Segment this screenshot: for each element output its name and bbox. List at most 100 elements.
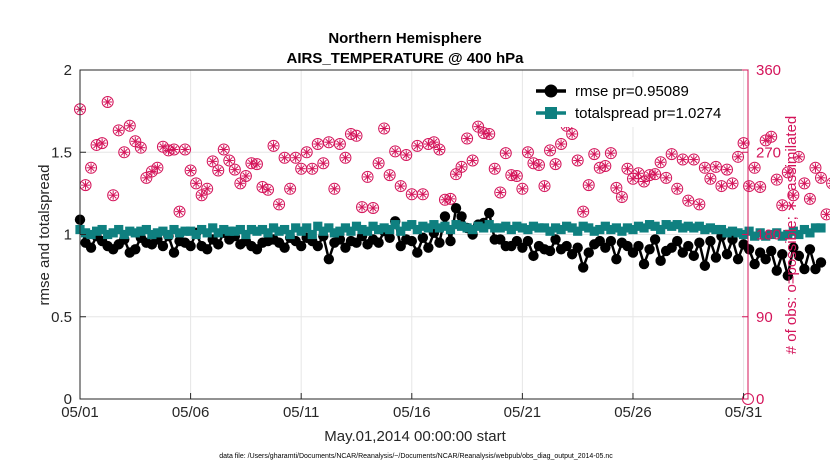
- obs-assimilated-point: [329, 184, 339, 194]
- rmse-point: [771, 265, 782, 276]
- totalspread-point: [114, 224, 124, 235]
- totalspread-point: [130, 228, 140, 238]
- obs-possible-point: [494, 186, 507, 199]
- obs-possible-point: [112, 124, 125, 137]
- rmse-point: [782, 270, 794, 281]
- obs-assimilated-point: [484, 129, 494, 139]
- rmse-point: [295, 240, 307, 252]
- obs-possible-point: [361, 170, 374, 183]
- obs-possible-point: [732, 150, 745, 163]
- rmse-point: [417, 232, 429, 243]
- totalspread-point: [119, 229, 129, 240]
- obs-assimilated-point: [285, 184, 295, 194]
- y-right-tick-label: 270: [756, 144, 781, 161]
- obs-possible-point: [748, 161, 761, 174]
- obs-assimilated-point: [230, 165, 240, 175]
- rmse-point: [793, 250, 805, 262]
- obs-assimilated-point: [335, 139, 345, 149]
- y-tick-label: 2: [64, 62, 72, 79]
- obs-possible-point: [416, 188, 429, 201]
- obs-possible-point: [610, 181, 623, 194]
- totalspread-point: [307, 229, 317, 240]
- totalspread-point: [180, 226, 190, 236]
- obs-assimilated-point: [440, 195, 450, 205]
- x-tick-label: 05/01: [61, 404, 99, 421]
- totalspread-point: [484, 220, 494, 230]
- obs-assimilated-point: [656, 157, 666, 167]
- obs-assimilated-point: [650, 169, 660, 179]
- obs-possible-point: [604, 147, 617, 160]
- obs-assimilated-point: [163, 145, 173, 155]
- totalspread-point: [733, 228, 743, 238]
- totalspread-point: [523, 224, 533, 235]
- obs-assimilated-point: [799, 178, 809, 188]
- obs-assimilated-point: [545, 145, 555, 155]
- obs-assimilated-point: [158, 142, 168, 152]
- obs-assimilated-point: [302, 147, 312, 157]
- obs-assimilated-point: [86, 163, 96, 173]
- totalspread-point: [573, 226, 583, 236]
- rmse-point: [760, 253, 771, 265]
- totalspread-point: [429, 220, 439, 230]
- totalspread-point: [799, 224, 810, 235]
- obs-assimilated-point: [241, 171, 251, 181]
- obs-assimilated-point: [396, 181, 406, 191]
- totalspread-point: [755, 228, 765, 238]
- obs-assimilated-point: [418, 189, 428, 199]
- totalspread-point: [794, 229, 804, 240]
- obs-assimilated-point: [517, 184, 527, 194]
- totalspread-point: [296, 226, 306, 236]
- rmse-point: [732, 253, 744, 265]
- obs-assimilated-point: [175, 207, 185, 217]
- rmse-point: [168, 247, 180, 258]
- obs-possible-point: [378, 122, 391, 135]
- totalspread-point: [440, 221, 450, 231]
- obs-possible-point: [566, 127, 579, 140]
- obs-possible-point: [654, 156, 667, 169]
- totalspread-point: [280, 224, 290, 235]
- obs-assimilated-point: [412, 141, 422, 151]
- rmse-point: [213, 239, 224, 250]
- totalspread-point: [362, 226, 373, 236]
- obs-assimilated-point: [755, 182, 765, 192]
- obs-assimilated-point: [600, 161, 610, 171]
- y-right-tick-label: 90: [756, 309, 773, 326]
- obs-possible-point: [577, 205, 590, 218]
- obs-assimilated-point: [822, 209, 830, 219]
- obs-possible-point: [693, 198, 706, 211]
- chart-title: Northern Hemisphere: [328, 30, 481, 47]
- obs-possible-point: [582, 179, 595, 192]
- obs-assimilated-point: [363, 172, 373, 182]
- totalspread-point: [324, 223, 334, 233]
- obs-possible-point: [687, 153, 700, 166]
- rmse-point: [434, 237, 445, 248]
- obs-assimilated-point: [457, 162, 467, 172]
- obs-assimilated-point: [280, 153, 290, 163]
- totalspread-point: [147, 229, 157, 240]
- obs-possible-point: [107, 189, 120, 202]
- obs-assimilated-point: [186, 166, 196, 176]
- totalspread-point: [744, 226, 754, 236]
- obs-assimilated-point: [479, 128, 489, 138]
- totalspread-point: [213, 228, 223, 238]
- totalspread-point: [606, 224, 616, 235]
- totalspread-point: [512, 221, 522, 231]
- legend: rmse pr=0.95089 totalspread pr=1.0274: [528, 77, 738, 127]
- obs-assimilated-point: [761, 135, 771, 145]
- obs-possible-point: [792, 150, 805, 163]
- totalspread-point: [219, 224, 229, 235]
- y-tick-label: 0: [64, 391, 72, 408]
- chart-subtitle: AIRS_TEMPERATURE @ 400 hPa: [287, 50, 525, 67]
- rmse-point: [522, 235, 534, 247]
- totalspread-point: [246, 224, 257, 235]
- obs-possible-point: [814, 171, 827, 184]
- obs-assimilated-point: [274, 199, 284, 209]
- obs-assimilated-point: [639, 176, 649, 186]
- obs-assimilated-point: [180, 145, 190, 155]
- totalspread-point: [390, 220, 400, 230]
- rmse-point: [688, 250, 700, 262]
- totalspread-point: [661, 220, 671, 230]
- obs-assimilated-point: [125, 121, 135, 131]
- y-right-tick-label: 360: [756, 62, 781, 79]
- obs-assimilated-point: [103, 97, 113, 107]
